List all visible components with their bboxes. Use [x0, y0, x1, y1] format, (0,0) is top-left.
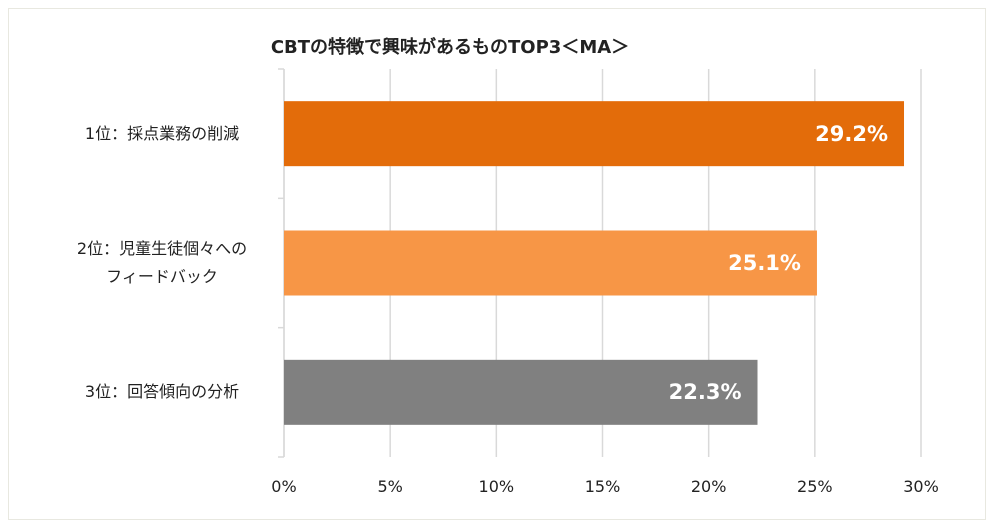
value-label: 22.3%: [668, 380, 742, 405]
x-tick-label: 5%: [377, 477, 403, 496]
y-tick-label: 2位：児童生徒個々への フィードバック: [76, 239, 248, 286]
y-tick-label: 1位：採点業務の削減: [84, 123, 240, 143]
x-tick-label: 30%: [903, 477, 939, 496]
y-tick-label: 3位：回答傾向の分析: [84, 382, 240, 402]
value-label: 25.1%: [728, 251, 801, 275]
bar: [284, 230, 817, 296]
chart-title: CBTの特徴で興味があるものTOP3＜MA＞: [270, 37, 630, 58]
value-label: 29.2%: [815, 121, 888, 146]
bar: [284, 101, 905, 167]
x-tick-label: 15%: [584, 477, 621, 496]
bar: [284, 359, 758, 425]
x-tick-label: 0%: [271, 477, 297, 496]
x-tick-label: 20%: [690, 477, 727, 496]
x-tick-label: 25%: [797, 477, 833, 496]
x-tick-label: 10%: [478, 477, 515, 496]
